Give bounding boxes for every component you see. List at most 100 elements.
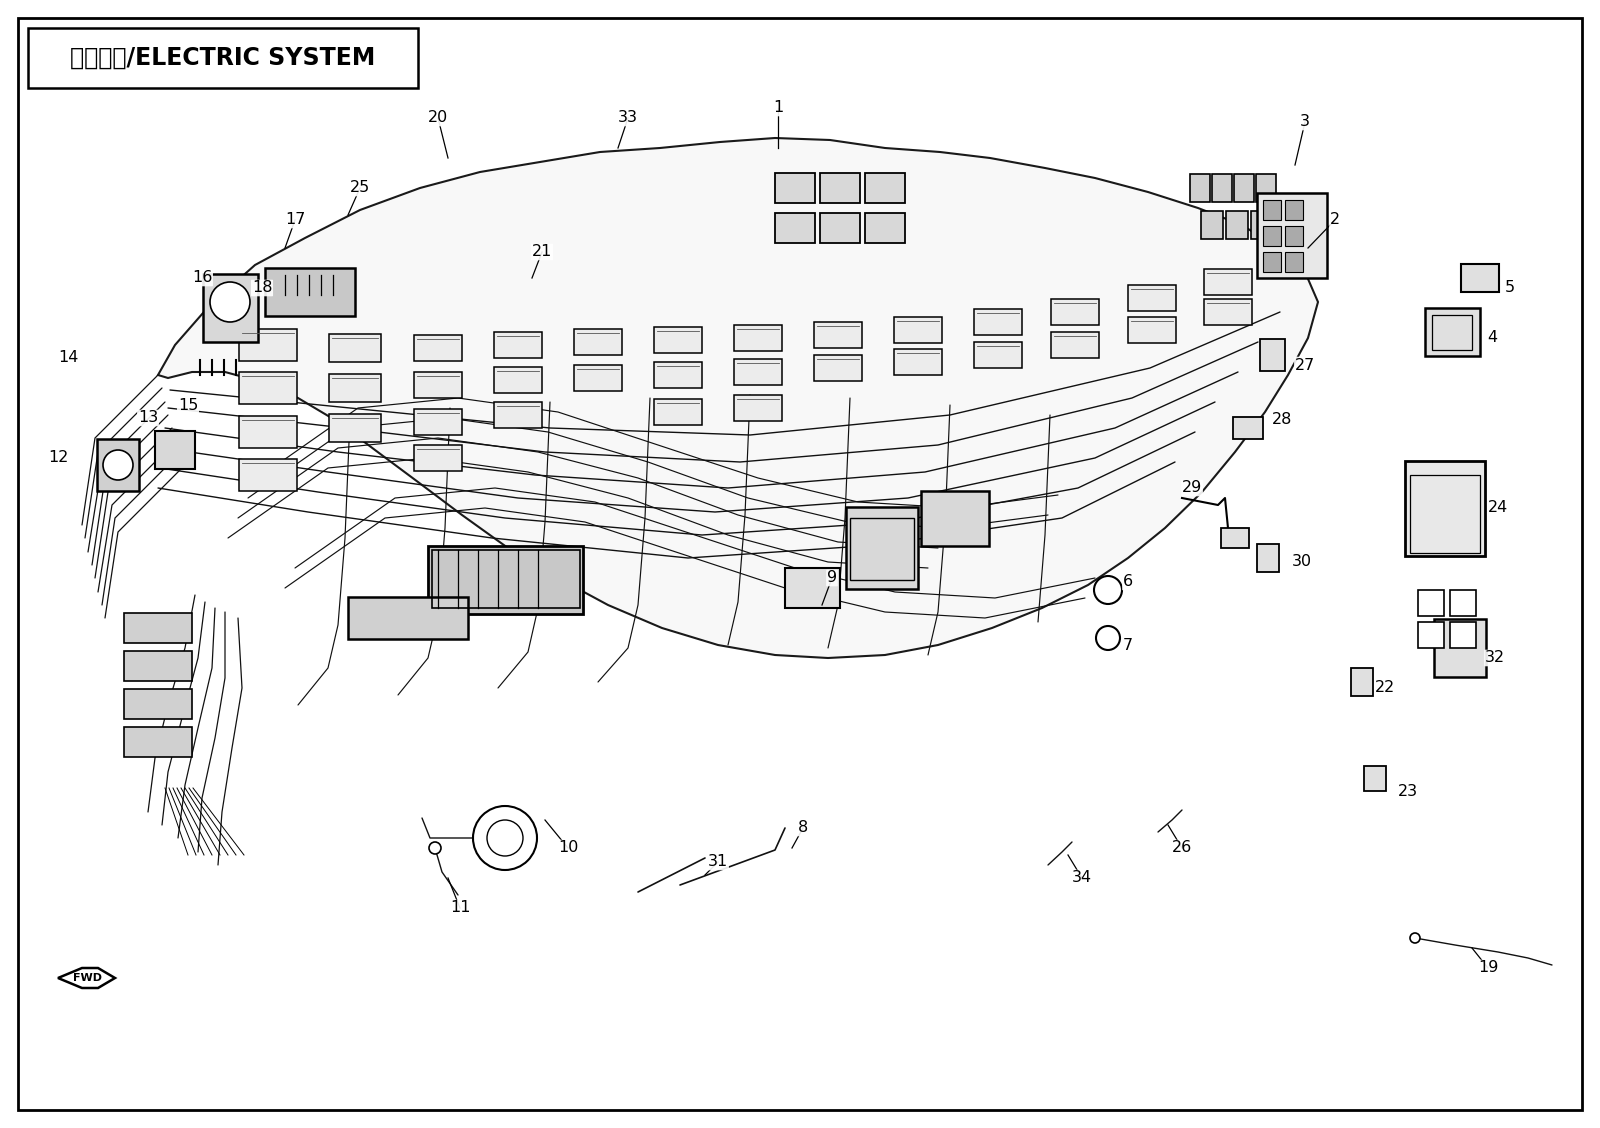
Text: FWD: FWD [74, 973, 102, 982]
Bar [1221, 528, 1250, 548]
Bar [1258, 193, 1326, 277]
Bar [203, 274, 258, 342]
Bar [1128, 317, 1176, 343]
Bar [238, 459, 298, 491]
Bar [125, 651, 192, 681]
Bar [574, 365, 622, 391]
Bar [894, 317, 942, 343]
Bar [1259, 340, 1285, 371]
Bar [494, 332, 542, 358]
Circle shape [102, 450, 133, 481]
Bar [819, 173, 861, 203]
Text: 20: 20 [427, 111, 448, 125]
Bar [1285, 200, 1302, 220]
Text: 34: 34 [1072, 871, 1093, 885]
Bar [784, 569, 840, 608]
Bar [427, 546, 582, 614]
Bar [1051, 332, 1099, 358]
Bar [125, 728, 192, 757]
Text: 12: 12 [48, 450, 69, 466]
Bar [414, 409, 462, 435]
Bar [414, 372, 462, 398]
Text: 25: 25 [350, 180, 370, 195]
Bar [1205, 268, 1251, 296]
Bar [1405, 460, 1485, 555]
Bar [1202, 211, 1222, 239]
Bar [734, 325, 782, 351]
Bar [1226, 211, 1248, 239]
Bar [155, 431, 195, 469]
Text: 13: 13 [138, 411, 158, 425]
Bar [1262, 252, 1282, 272]
Bar [494, 367, 542, 393]
Text: 4: 4 [1486, 331, 1498, 345]
Text: 19: 19 [1478, 961, 1498, 976]
Bar [125, 689, 192, 719]
Bar [414, 446, 462, 472]
Bar [774, 173, 814, 203]
Text: 8: 8 [798, 820, 808, 836]
Bar [432, 550, 579, 608]
Bar [1418, 590, 1443, 616]
Bar [1434, 619, 1486, 677]
Bar [238, 372, 298, 404]
Bar [1363, 766, 1386, 791]
Bar [1051, 299, 1099, 325]
Bar [1234, 174, 1254, 202]
Bar [1418, 622, 1443, 647]
Text: 9: 9 [827, 571, 837, 585]
Bar [866, 213, 906, 243]
Text: 15: 15 [178, 397, 198, 413]
Circle shape [210, 282, 250, 321]
Text: 32: 32 [1485, 651, 1506, 666]
Text: 10: 10 [558, 840, 578, 855]
Text: 30: 30 [1291, 555, 1312, 570]
Bar [125, 613, 192, 643]
Text: 26: 26 [1171, 840, 1192, 855]
Bar [814, 321, 862, 349]
Bar [1251, 211, 1274, 239]
Bar [238, 416, 298, 448]
Bar [1285, 226, 1302, 246]
Bar [1461, 264, 1499, 292]
Bar [1424, 308, 1480, 356]
Bar [1350, 668, 1373, 696]
Text: 23: 23 [1398, 784, 1418, 800]
Bar [922, 491, 989, 546]
Text: 1: 1 [773, 100, 782, 115]
Polygon shape [158, 138, 1318, 658]
Circle shape [429, 841, 442, 854]
Bar [974, 309, 1022, 335]
Bar [846, 506, 918, 589]
Text: 24: 24 [1488, 501, 1509, 515]
Bar [734, 359, 782, 385]
Bar [238, 329, 298, 361]
Bar [1205, 299, 1251, 325]
Text: 27: 27 [1294, 358, 1315, 372]
Bar [1410, 475, 1480, 553]
Text: 2: 2 [1330, 212, 1341, 228]
Bar [1262, 200, 1282, 220]
Text: 31: 31 [707, 855, 728, 870]
Bar [819, 213, 861, 243]
Bar [1258, 544, 1278, 572]
Text: 11: 11 [450, 900, 470, 916]
Bar [850, 518, 914, 580]
Text: 17: 17 [285, 212, 306, 228]
Text: 33: 33 [618, 111, 638, 125]
Bar [814, 355, 862, 381]
Bar [734, 395, 782, 421]
Text: 3: 3 [1299, 115, 1310, 130]
Text: 21: 21 [531, 245, 552, 259]
Circle shape [1410, 933, 1421, 943]
Circle shape [474, 807, 538, 870]
Bar [774, 213, 814, 243]
Bar [574, 329, 622, 355]
Bar [974, 342, 1022, 368]
Bar [494, 402, 542, 428]
Bar [1128, 285, 1176, 311]
Text: 电器系统/ELECTRIC SYSTEM: 电器系统/ELECTRIC SYSTEM [70, 46, 376, 70]
Bar [894, 349, 942, 374]
Bar [349, 597, 467, 638]
Bar [654, 399, 702, 425]
